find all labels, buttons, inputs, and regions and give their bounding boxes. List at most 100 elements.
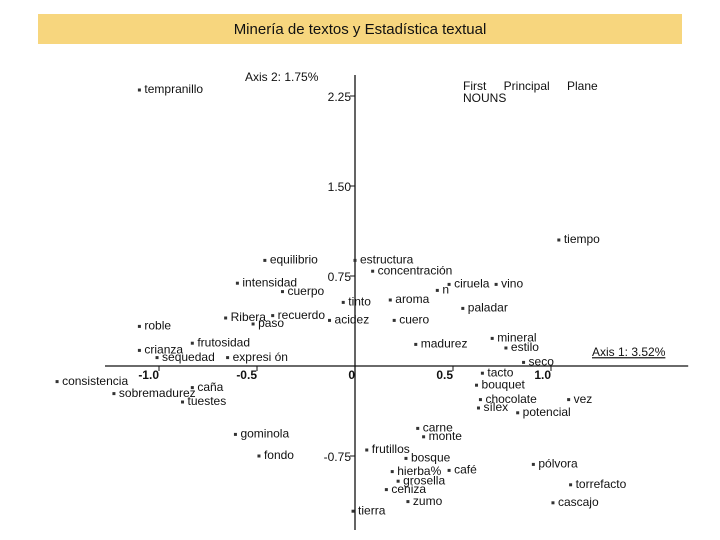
point [416,426,420,430]
point-label: torrefacto [576,477,627,491]
y-tick-label: 0.75 [328,270,352,284]
point [280,290,284,294]
point-label: tuestes [188,394,227,408]
point [557,238,561,242]
point-label: ciruela [454,277,490,291]
point [384,488,388,492]
point-label: tiempo [564,232,600,246]
point [396,479,400,483]
point [447,282,451,286]
point-label: pólvora [538,457,578,471]
point [190,386,194,390]
point [137,88,141,92]
point [392,318,396,322]
point-label: ceniza [391,482,426,496]
point-label: tinto [348,295,371,309]
point [371,269,375,273]
point [476,406,480,410]
point-label: aroma [395,292,429,306]
point [155,356,159,360]
point [328,318,332,322]
point-label: tempranillo [144,82,203,96]
point [351,509,355,513]
point-label: café [454,463,477,477]
point-label: tacto [487,365,513,379]
x-tick-label: -1.0 [138,368,159,382]
point [251,322,255,326]
point-label: cuerpo [287,284,324,298]
point-label: seco [529,355,555,369]
y-tick-label: 2.25 [328,90,352,104]
point [516,411,520,415]
x-tick-label: 1.0 [534,368,551,382]
point [480,371,484,375]
y-tick-label: -0.75 [324,450,352,464]
point [226,356,230,360]
point [181,400,185,404]
point-label: estilo [511,340,539,354]
point [257,454,261,458]
y-tick-label: 1.50 [328,180,352,194]
point-label: bosque [411,451,451,465]
point-label: grosella [403,473,445,487]
point [341,300,345,304]
point [55,380,59,384]
title-bar [38,14,682,44]
point-label: frutosidad [197,335,250,349]
point-label: zumo [413,494,443,508]
point-label: acidez [335,313,370,327]
point-label: crianza [144,343,183,357]
point-label: frutillos [372,442,410,456]
point [235,281,239,285]
point-label: bouquet [482,377,526,391]
y-axis-label: Axis 2: 1.75% [245,70,319,84]
point-label: equilibrio [270,253,318,267]
point-label: vez [574,392,593,406]
plane-title: First Principal Plane [463,79,598,93]
point [365,448,369,452]
point [569,483,573,487]
x-tick-label: 0.5 [436,368,453,382]
point [406,500,410,504]
point [137,348,141,352]
point [531,462,535,466]
point-label: gominola [240,427,289,441]
point [190,341,194,345]
point [353,258,357,262]
x-tick-label: -0.5 [236,368,257,382]
point-label: monte [429,429,463,443]
point [112,392,116,396]
point [478,398,482,402]
x-axis-label: Axis 1: 3.52% [592,345,666,359]
point-label: tierra [358,503,386,517]
point [414,342,418,346]
point-label: roble [144,319,171,333]
point-label: sequedad [162,350,215,364]
point-label: estructura [360,253,414,267]
point [404,456,408,460]
point-label: n [442,283,449,297]
plane-title: NOUNS [463,91,506,105]
point-label: paso [258,316,284,330]
point-label: expresi ón [233,350,288,364]
point-label: fondo [264,448,294,462]
point [567,398,571,402]
point-label: intensidad [242,275,297,289]
point-label: Ribera [231,310,267,324]
point-label: vino [501,277,523,291]
point-label: concentración [378,263,453,277]
x-tick-label: 0 [348,368,355,382]
point-label: sobremadurez [119,386,196,400]
point [263,258,267,262]
point [522,360,526,364]
point-label: potencial [523,405,571,419]
point [494,282,498,286]
point [435,288,439,292]
point [551,501,555,505]
chart-title: Minería de textos y Estadística textual [234,21,487,38]
point-label: paladar [468,301,508,315]
point-label: mineral [497,331,536,345]
point [388,298,392,302]
point-label: sílex [483,400,508,414]
